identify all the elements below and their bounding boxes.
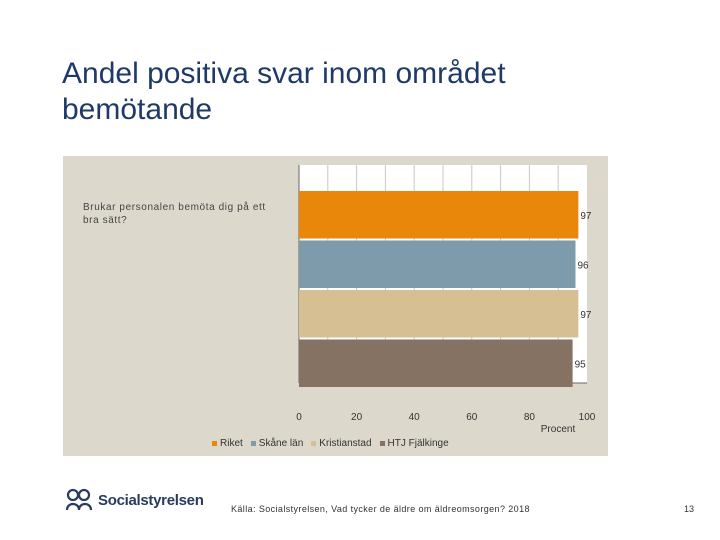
bar-riket — [299, 191, 579, 239]
data-label: 97 — [580, 310, 592, 321]
legend-item-skane-lan: Skåne län — [250, 437, 304, 449]
category-label: Brukar personalen bemöta dig på ett bra … — [83, 202, 266, 226]
legend-swatch-htj-fjalkinge — [379, 440, 385, 446]
slide-title: Andel positiva svar inom området bemötan… — [62, 57, 506, 126]
data-label: 96 — [577, 260, 589, 271]
legend-label-skane-lan: Skåne län — [258, 437, 304, 449]
legend-label-kristianstad: Kristianstad — [319, 437, 372, 449]
legend-label-riket: Riket — [220, 437, 243, 449]
x-tick-label: 20 — [351, 412, 363, 423]
legend-item-kristianstad: Kristianstad — [311, 437, 372, 449]
x-tick-label: 60 — [466, 412, 478, 423]
legend-swatch-riket — [212, 440, 217, 446]
logo-text: Socialstyrelsen — [98, 491, 204, 509]
source-note: Källa: Socialstyrelsen, Vad tycker de äl… — [231, 504, 530, 514]
legend-item-htj-fjalkinge: HTJ Fjälkinge — [379, 437, 449, 449]
legend: Riket Skåne län Kristianstad HTJ Fjälkin… — [212, 436, 449, 450]
socialstyrelsen-logo: Socialstyrelsen — [64, 488, 204, 512]
legend-item-riket: Riket — [212, 438, 243, 449]
data-label: 97 — [580, 211, 592, 222]
x-tick-label: 100 — [579, 412, 596, 423]
bar-sk-ne-l-n — [299, 240, 576, 288]
legend-swatch-skane-lan — [250, 440, 256, 446]
page-number: 13 — [684, 504, 695, 514]
data-label: 95 — [575, 359, 587, 370]
legend-swatch-kristianstad — [311, 440, 317, 446]
x-tick-label: 80 — [524, 412, 536, 423]
x-tick-label: 40 — [409, 412, 421, 423]
bar-htj-fj-lkinge — [299, 339, 573, 387]
legend-label-htj-fjalkinge: HTJ Fjälkinge — [387, 437, 449, 449]
logo-emblem-icon — [65, 488, 93, 511]
x-tick-label: 0 — [296, 412, 302, 423]
bar-kristianstad — [299, 290, 579, 338]
x-axis-label: Procent — [540, 424, 576, 435]
